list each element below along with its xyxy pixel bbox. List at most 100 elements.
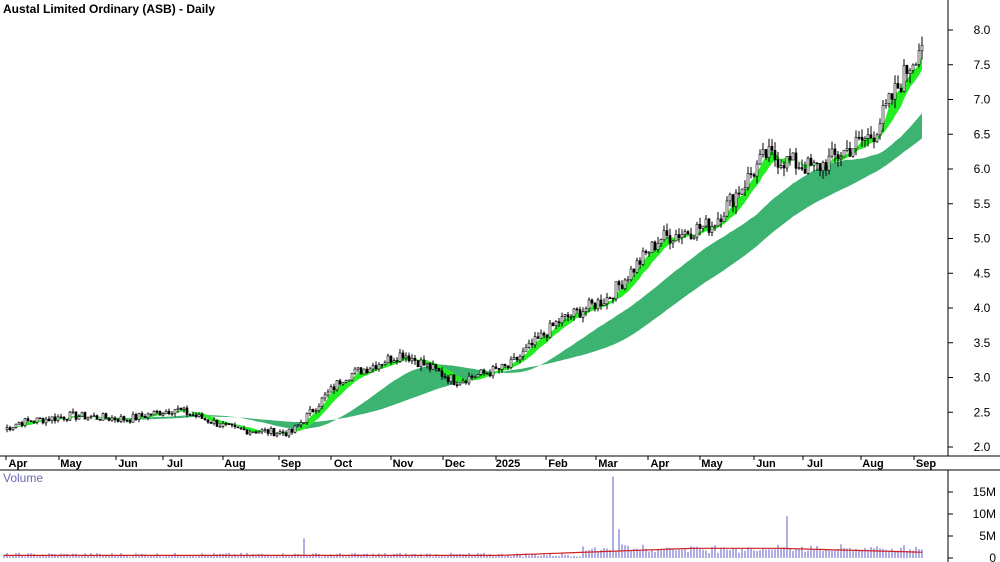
candle-body xyxy=(50,416,54,422)
volume-axis-ticks: 15M 10M 5M 0 xyxy=(948,485,996,562)
volume-average-line xyxy=(4,547,923,556)
candle-body xyxy=(158,411,162,416)
candle-body xyxy=(905,65,909,74)
candle-body xyxy=(593,302,597,310)
candle-body xyxy=(728,194,732,202)
candle-body xyxy=(365,368,369,373)
candle-body xyxy=(800,167,804,170)
candle-body xyxy=(80,412,84,417)
candle-body xyxy=(737,192,741,195)
candle-body xyxy=(395,360,399,362)
candle-body xyxy=(767,146,771,158)
candle-body xyxy=(623,279,627,290)
candle-body xyxy=(197,413,201,417)
candle-body xyxy=(896,83,900,89)
candle-body xyxy=(188,414,192,416)
candle-body xyxy=(665,230,669,236)
candle-body xyxy=(470,375,474,378)
candle-body xyxy=(458,382,462,386)
price-tick-label: 7.5 xyxy=(974,58,991,72)
candle-body xyxy=(716,218,720,227)
candle-body xyxy=(650,241,654,254)
candle-body xyxy=(707,218,711,233)
candle-body xyxy=(719,218,723,223)
price-tick-label: 8.0 xyxy=(974,23,991,37)
candle-body xyxy=(653,241,657,250)
candle-body xyxy=(497,368,501,370)
volume-tick-label: 0 xyxy=(989,551,996,562)
candle-body xyxy=(503,363,507,367)
chart-title: Austal Limited Ordinary (ASB) - Daily xyxy=(3,2,215,16)
candle-body xyxy=(35,417,39,423)
candle-body xyxy=(278,431,282,434)
candle-body xyxy=(485,372,489,375)
candle-body xyxy=(47,418,51,422)
candle-body xyxy=(116,419,120,422)
candle-body xyxy=(701,225,705,229)
candle-body xyxy=(584,308,588,312)
time-tick-label: Aug xyxy=(862,458,883,470)
candle-body xyxy=(824,162,828,171)
candle-body xyxy=(314,410,318,412)
candle-body xyxy=(443,376,447,378)
candle-body xyxy=(317,406,321,411)
candle-body xyxy=(104,413,108,419)
candle-body xyxy=(479,369,483,375)
candle-body xyxy=(836,154,840,160)
price-tick-label: 5.0 xyxy=(974,232,991,246)
candle-body xyxy=(230,423,234,426)
candle-body xyxy=(305,413,309,423)
candle-body xyxy=(194,414,198,417)
candle-body xyxy=(611,297,615,300)
candle-body xyxy=(488,373,492,377)
candle-body xyxy=(386,355,390,364)
candle-body xyxy=(155,410,159,413)
candle-body xyxy=(575,308,579,311)
candle-body xyxy=(356,367,360,370)
candle-body xyxy=(785,155,789,169)
time-axis-ticks: Apr May Jun Jul Aug Sep Oct Nov Dec 2025 Feb Mar Apr… xyxy=(5,456,936,470)
candle-body xyxy=(659,239,663,244)
candle-body xyxy=(710,226,714,233)
time-tick-label: 2025 xyxy=(496,458,520,470)
candle-body xyxy=(335,380,339,391)
candle-body xyxy=(647,252,651,255)
candle-body xyxy=(560,316,564,324)
candle-body xyxy=(518,355,522,361)
candle-body xyxy=(26,418,30,421)
candle-body xyxy=(614,281,618,300)
candle-body xyxy=(263,429,267,431)
candle-body xyxy=(869,134,873,139)
candle-body xyxy=(770,146,774,151)
candle-body xyxy=(566,314,570,318)
candle-body xyxy=(464,380,468,384)
candle-body xyxy=(680,234,684,239)
candle-body xyxy=(113,417,117,421)
candle-body xyxy=(617,281,621,286)
candle-body xyxy=(68,411,72,421)
candle-body xyxy=(143,416,147,418)
candle-body xyxy=(311,409,315,412)
candle-body xyxy=(110,417,114,421)
candle-body xyxy=(764,149,768,158)
candle-body xyxy=(179,407,183,410)
candle-body xyxy=(884,103,888,106)
candle-body xyxy=(809,157,813,166)
candle-body xyxy=(815,162,819,164)
candle-body xyxy=(758,154,762,165)
candle-body xyxy=(467,375,471,384)
candle-body xyxy=(428,363,432,370)
time-tick-label: Feb xyxy=(548,458,568,470)
price-axis-ticks: 8.0 7.5 7.0 6.5 6.0 5.5 5.0 4.5 4.0 3.5 3.0 2.5 2.0 xyxy=(948,23,991,454)
candle-body xyxy=(683,231,687,235)
candle-body xyxy=(830,148,834,157)
candle-body xyxy=(620,284,624,290)
candle-body xyxy=(545,335,549,338)
candle-body xyxy=(11,426,15,431)
candle-body xyxy=(413,357,417,361)
candle-body xyxy=(626,279,630,282)
candle-body xyxy=(788,155,792,161)
candle-body xyxy=(293,425,297,433)
candle-body xyxy=(170,413,174,415)
